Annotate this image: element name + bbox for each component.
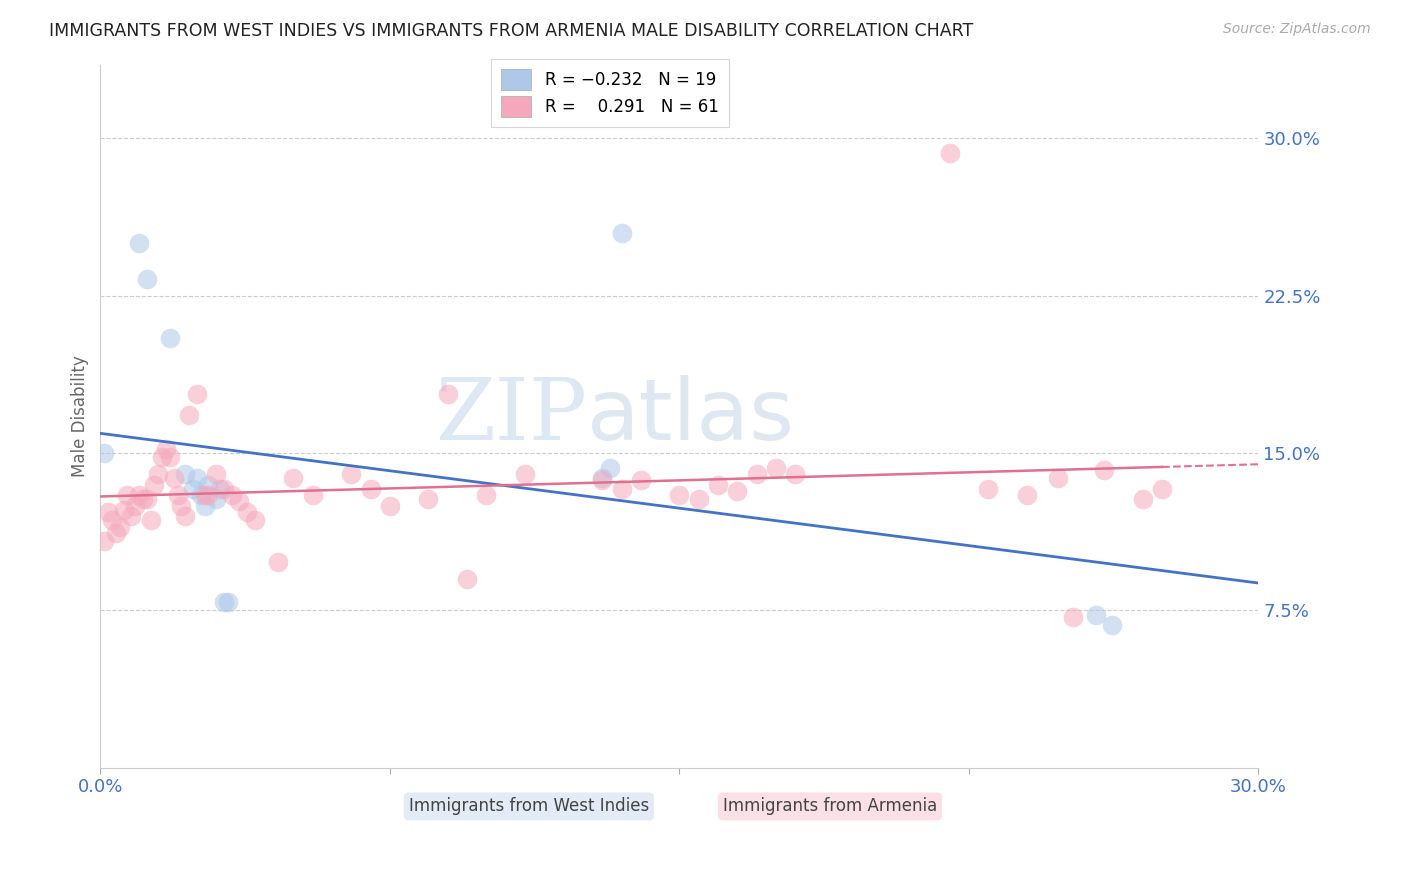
- Point: [208, 482, 231, 496]
- Point: [707, 477, 730, 491]
- Point: [1062, 609, 1084, 624]
- Point: [128, 488, 150, 502]
- Point: [217, 595, 239, 609]
- Point: [938, 146, 960, 161]
- Point: [1046, 471, 1069, 485]
- Point: [132, 492, 155, 507]
- Point: [301, 488, 323, 502]
- Point: [1132, 492, 1154, 507]
- Point: [610, 482, 633, 496]
- Point: [101, 513, 124, 527]
- Point: [378, 499, 401, 513]
- Point: [135, 272, 157, 286]
- Y-axis label: Male Disability: Male Disability: [72, 356, 89, 477]
- Point: [205, 467, 228, 481]
- Point: [340, 467, 363, 481]
- Point: [108, 519, 131, 533]
- Point: [725, 483, 748, 498]
- Point: [1092, 463, 1115, 477]
- Point: [93, 446, 115, 460]
- Point: [212, 595, 235, 609]
- Point: [150, 450, 173, 465]
- Point: [159, 450, 181, 465]
- Text: IMMIGRANTS FROM WEST INDIES VS IMMIGRANTS FROM ARMENIA MALE DISABILITY CORRELATI: IMMIGRANTS FROM WEST INDIES VS IMMIGRANT…: [49, 22, 973, 40]
- Point: [174, 467, 197, 481]
- Point: [1085, 607, 1108, 622]
- Point: [174, 509, 197, 524]
- Point: [120, 509, 142, 524]
- Point: [243, 513, 266, 527]
- Point: [785, 467, 807, 481]
- Point: [236, 505, 259, 519]
- Point: [197, 488, 219, 502]
- Legend: R = −0.232   N = 19, R =  0.291   N = 61: R = −0.232 N = 19, R = 0.291 N = 61: [491, 59, 728, 127]
- Point: [194, 499, 217, 513]
- Point: [456, 572, 478, 586]
- Text: Source: ZipAtlas.com: Source: ZipAtlas.com: [1223, 22, 1371, 37]
- Point: [221, 488, 243, 502]
- Point: [475, 488, 498, 502]
- Point: [591, 471, 613, 485]
- Point: [143, 477, 166, 491]
- Point: [112, 502, 135, 516]
- Point: [170, 499, 193, 513]
- Point: [745, 467, 768, 481]
- Point: [186, 471, 208, 485]
- Point: [1015, 488, 1038, 502]
- Point: [194, 488, 217, 502]
- Point: [163, 471, 186, 485]
- Point: [360, 482, 382, 496]
- Text: ZIP: ZIP: [434, 375, 586, 458]
- Point: [128, 236, 150, 251]
- Point: [765, 460, 787, 475]
- Text: atlas: atlas: [586, 375, 794, 458]
- Point: [148, 467, 170, 481]
- Point: [135, 492, 157, 507]
- Point: [197, 477, 219, 491]
- Point: [93, 534, 115, 549]
- Point: [205, 492, 228, 507]
- Point: [599, 460, 621, 475]
- Point: [436, 387, 458, 401]
- Point: [166, 488, 188, 502]
- Point: [190, 488, 212, 502]
- Point: [124, 499, 146, 513]
- Text: Immigrants from West Indies: Immigrants from West Indies: [409, 797, 650, 815]
- Point: [513, 467, 536, 481]
- Point: [688, 492, 710, 507]
- Point: [181, 482, 204, 496]
- Point: [155, 442, 177, 456]
- Point: [1101, 618, 1123, 632]
- Point: [212, 482, 235, 496]
- Point: [104, 525, 127, 540]
- Point: [283, 471, 305, 485]
- Point: [977, 482, 1000, 496]
- Text: Immigrants from Armenia: Immigrants from Armenia: [723, 797, 936, 815]
- Point: [591, 474, 613, 488]
- Point: [228, 494, 250, 508]
- Point: [139, 513, 162, 527]
- Point: [186, 387, 208, 401]
- Point: [267, 555, 290, 569]
- Point: [668, 488, 690, 502]
- Point: [630, 474, 652, 488]
- Point: [97, 505, 120, 519]
- Point: [159, 331, 181, 345]
- Point: [418, 492, 440, 507]
- Point: [1150, 482, 1173, 496]
- Point: [610, 226, 633, 240]
- Point: [117, 488, 139, 502]
- Point: [179, 409, 201, 423]
